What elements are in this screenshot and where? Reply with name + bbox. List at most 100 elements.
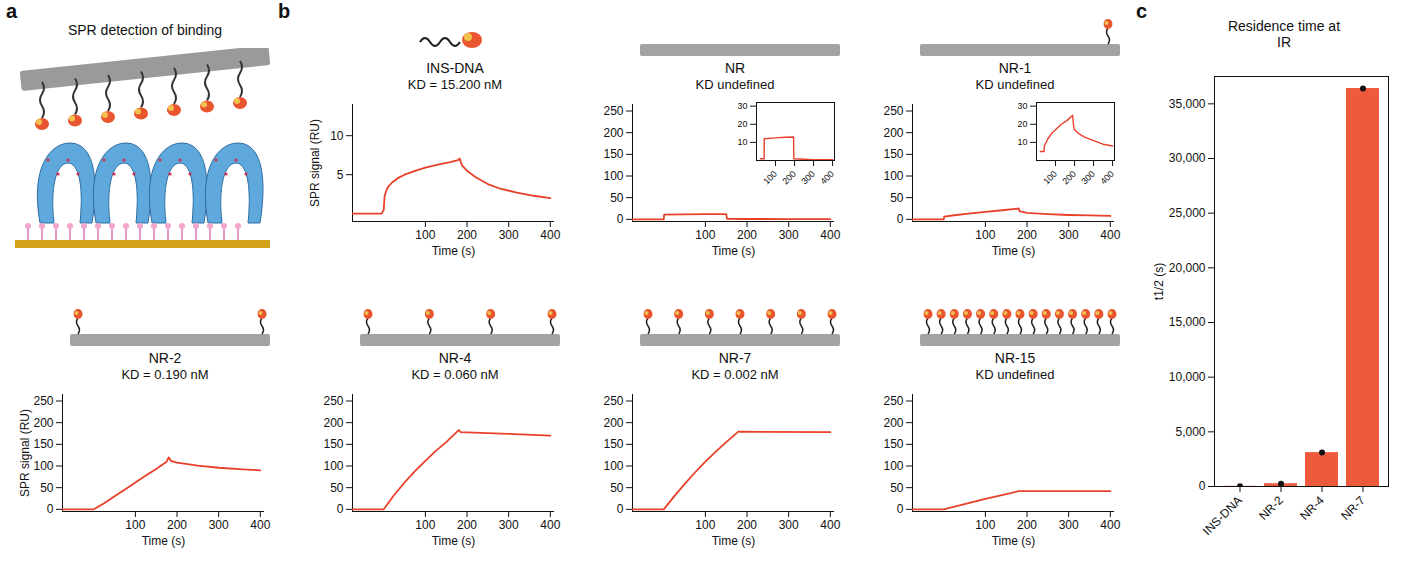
svg-text:100: 100 bbox=[125, 518, 145, 532]
svg-text:10: 10 bbox=[737, 137, 747, 147]
svg-text:25,000: 25,000 bbox=[1169, 206, 1206, 220]
svg-text:0: 0 bbox=[897, 212, 904, 226]
svg-text:200: 200 bbox=[323, 416, 343, 430]
svg-text:400: 400 bbox=[820, 228, 840, 242]
svg-text:400: 400 bbox=[250, 518, 270, 532]
svg-text:200: 200 bbox=[1017, 518, 1037, 532]
svg-text:20: 20 bbox=[1017, 119, 1027, 129]
svg-text:100: 100 bbox=[603, 169, 623, 183]
svg-text:10,000: 10,000 bbox=[1169, 370, 1206, 384]
svg-text:200: 200 bbox=[457, 228, 477, 242]
svg-text:Time (s): Time (s) bbox=[992, 244, 1036, 258]
svg-text:100: 100 bbox=[695, 518, 715, 532]
svg-text:150: 150 bbox=[33, 437, 53, 451]
svg-text:100: 100 bbox=[33, 459, 53, 473]
svg-text:50: 50 bbox=[890, 191, 904, 205]
svg-text:0: 0 bbox=[897, 502, 904, 516]
svg-text:NR-4: NR-4 bbox=[1297, 493, 1327, 523]
svg-text:35,000: 35,000 bbox=[1169, 97, 1206, 111]
svg-text:200: 200 bbox=[737, 228, 757, 242]
svg-text:20,000: 20,000 bbox=[1169, 261, 1206, 275]
svg-text:150: 150 bbox=[603, 437, 623, 451]
svg-text:30,000: 30,000 bbox=[1169, 151, 1206, 165]
svg-text:0: 0 bbox=[337, 502, 344, 516]
svg-text:400: 400 bbox=[818, 169, 836, 186]
svg-text:100: 100 bbox=[323, 459, 343, 473]
svg-text:INS-DNA: INS-DNA bbox=[1200, 493, 1245, 538]
svg-text:NR-2: NR-2 bbox=[1256, 493, 1286, 523]
svg-text:30: 30 bbox=[1017, 101, 1027, 111]
svg-text:10: 10 bbox=[1017, 137, 1027, 147]
svg-text:200: 200 bbox=[780, 169, 798, 186]
svg-text:200: 200 bbox=[33, 416, 53, 430]
svg-text:20: 20 bbox=[737, 119, 747, 129]
svg-text:150: 150 bbox=[883, 147, 903, 161]
svg-text:200: 200 bbox=[737, 518, 757, 532]
svg-text:250: 250 bbox=[603, 394, 623, 408]
svg-text:5,000: 5,000 bbox=[1175, 425, 1205, 439]
svg-text:300: 300 bbox=[1079, 169, 1097, 186]
svg-text:150: 150 bbox=[323, 437, 343, 451]
svg-text:50: 50 bbox=[610, 481, 624, 495]
svg-text:400: 400 bbox=[1100, 518, 1120, 532]
svg-text:200: 200 bbox=[457, 518, 477, 532]
svg-text:100: 100 bbox=[883, 459, 903, 473]
svg-text:50: 50 bbox=[330, 481, 344, 495]
svg-text:SPR signal (RU): SPR signal (RU) bbox=[308, 119, 322, 207]
svg-text:200: 200 bbox=[883, 126, 903, 140]
svg-text:300: 300 bbox=[1059, 228, 1079, 242]
svg-text:100: 100 bbox=[603, 459, 623, 473]
svg-text:250: 250 bbox=[33, 394, 53, 408]
svg-text:400: 400 bbox=[1100, 228, 1120, 242]
svg-text:50: 50 bbox=[40, 481, 54, 495]
svg-text:100: 100 bbox=[1041, 169, 1059, 186]
svg-text:250: 250 bbox=[883, 394, 903, 408]
svg-text:100: 100 bbox=[695, 228, 715, 242]
svg-text:15,000: 15,000 bbox=[1169, 315, 1206, 329]
svg-text:200: 200 bbox=[1060, 169, 1078, 186]
svg-text:100: 100 bbox=[975, 228, 995, 242]
svg-text:200: 200 bbox=[603, 126, 623, 140]
svg-text:300: 300 bbox=[209, 518, 229, 532]
svg-text:0: 0 bbox=[617, 212, 624, 226]
svg-text:NR-7: NR-7 bbox=[1338, 493, 1368, 523]
svg-text:200: 200 bbox=[883, 416, 903, 430]
svg-text:150: 150 bbox=[603, 147, 623, 161]
svg-text:0: 0 bbox=[1199, 479, 1206, 493]
svg-text:50: 50 bbox=[610, 191, 624, 205]
svg-text:50: 50 bbox=[890, 481, 904, 495]
svg-text:5: 5 bbox=[337, 168, 344, 182]
svg-text:150: 150 bbox=[883, 437, 903, 451]
svg-text:300: 300 bbox=[499, 518, 519, 532]
svg-text:400: 400 bbox=[820, 518, 840, 532]
svg-text:100: 100 bbox=[883, 169, 903, 183]
svg-text:t1/2 (s): t1/2 (s) bbox=[1152, 263, 1166, 300]
svg-text:300: 300 bbox=[779, 228, 799, 242]
svg-text:300: 300 bbox=[799, 169, 817, 186]
svg-text:300: 300 bbox=[1059, 518, 1079, 532]
svg-text:Time (s): Time (s) bbox=[432, 244, 476, 258]
svg-text:400: 400 bbox=[1098, 169, 1116, 186]
svg-text:200: 200 bbox=[603, 416, 623, 430]
svg-text:0: 0 bbox=[617, 502, 624, 516]
svg-text:Time (s): Time (s) bbox=[142, 534, 186, 548]
svg-text:250: 250 bbox=[603, 104, 623, 118]
svg-text:300: 300 bbox=[779, 518, 799, 532]
svg-text:200: 200 bbox=[1017, 228, 1037, 242]
svg-text:0: 0 bbox=[47, 502, 54, 516]
svg-text:100: 100 bbox=[415, 518, 435, 532]
svg-text:SPR signal (RU): SPR signal (RU) bbox=[18, 409, 32, 497]
svg-text:200: 200 bbox=[167, 518, 187, 532]
svg-text:400: 400 bbox=[540, 518, 560, 532]
svg-text:Time (s): Time (s) bbox=[432, 534, 476, 548]
svg-text:250: 250 bbox=[883, 104, 903, 118]
svg-text:Time (s): Time (s) bbox=[992, 534, 1036, 548]
svg-text:250: 250 bbox=[323, 394, 343, 408]
svg-text:100: 100 bbox=[415, 228, 435, 242]
svg-text:30: 30 bbox=[737, 101, 747, 111]
svg-text:400: 400 bbox=[540, 228, 560, 242]
svg-text:300: 300 bbox=[499, 228, 519, 242]
svg-text:10: 10 bbox=[330, 129, 344, 143]
svg-text:100: 100 bbox=[761, 169, 779, 186]
svg-text:Time (s): Time (s) bbox=[712, 534, 756, 548]
